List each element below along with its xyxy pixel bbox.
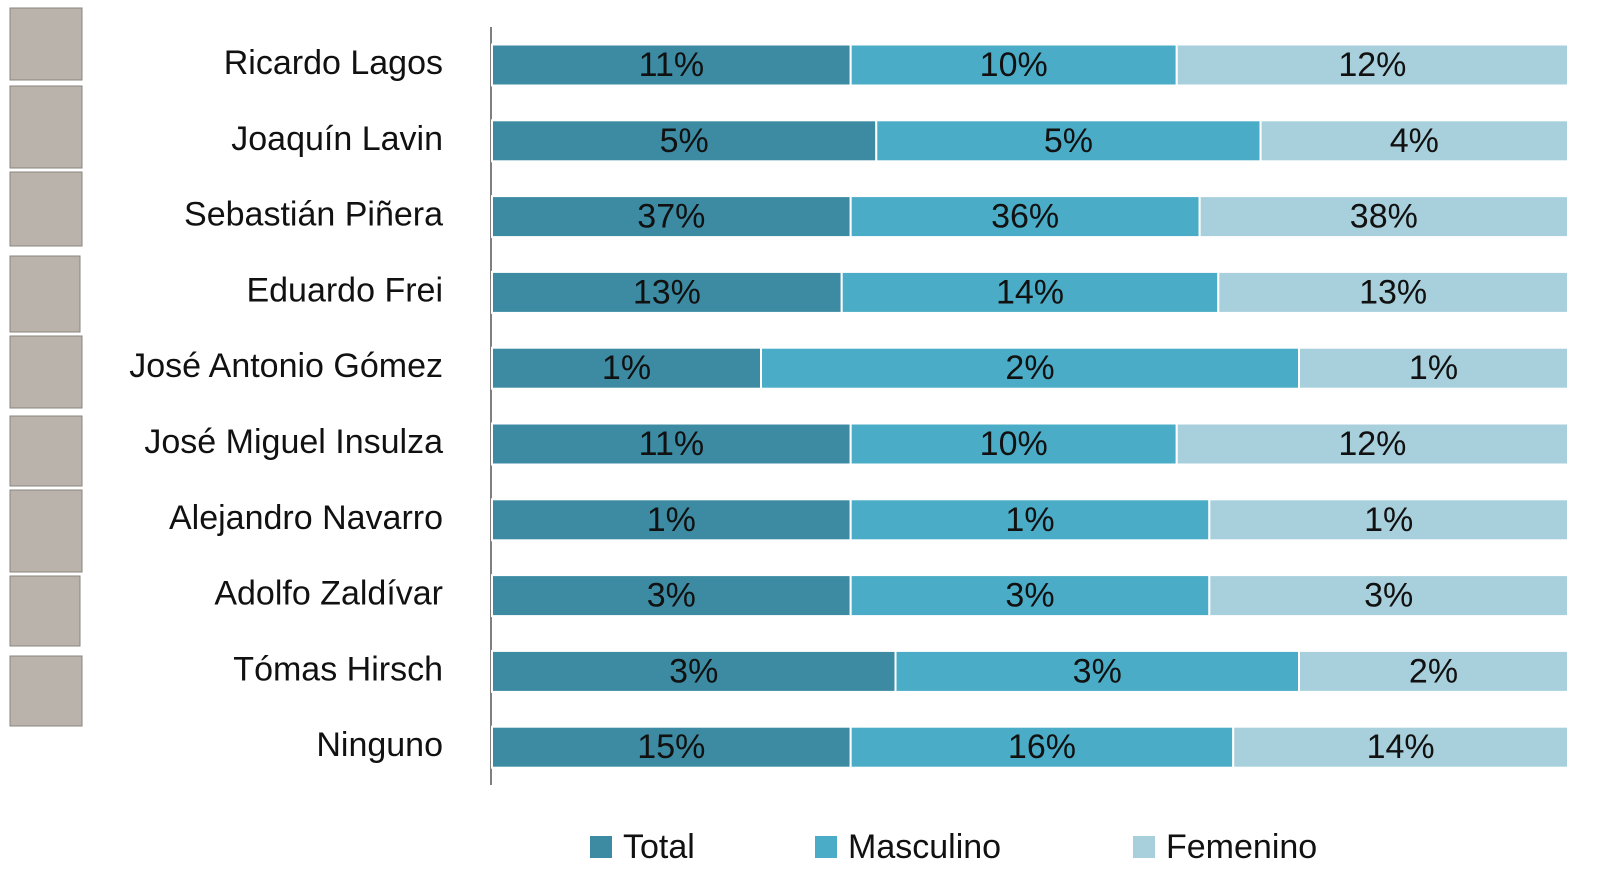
data-label: 5% xyxy=(660,122,709,160)
photo xyxy=(10,336,82,408)
data-label: 11% xyxy=(639,425,705,463)
data-label: 1% xyxy=(1005,501,1054,539)
data-label: 1% xyxy=(1409,349,1458,387)
photo xyxy=(10,172,82,246)
data-label: 2% xyxy=(1409,652,1458,690)
data-label: 3% xyxy=(647,577,696,615)
category-label: Joaquín Lavin xyxy=(231,120,443,158)
legend-label: Masculino xyxy=(848,828,1001,866)
category-label: Ricardo Lagos xyxy=(224,44,443,82)
data-label: 15% xyxy=(637,728,705,766)
photo xyxy=(10,576,80,646)
photo xyxy=(10,8,82,80)
photo xyxy=(10,86,82,168)
data-label: 3% xyxy=(1364,577,1413,615)
category-label: José Miguel Insulza xyxy=(144,423,443,461)
data-label: 12% xyxy=(1338,46,1406,84)
photo xyxy=(10,416,82,486)
data-label: 3% xyxy=(669,652,718,690)
data-label: 38% xyxy=(1350,198,1418,236)
data-label: 1% xyxy=(647,501,696,539)
data-label: 13% xyxy=(633,273,701,311)
photo xyxy=(10,256,80,332)
data-label: 4% xyxy=(1390,122,1439,160)
data-label: 14% xyxy=(1367,728,1435,766)
category-label: Alejandro Navarro xyxy=(169,499,443,537)
data-label: 1% xyxy=(602,349,651,387)
category-label: Tómas Hirsch xyxy=(233,650,443,688)
legend-swatch xyxy=(590,836,612,858)
category-label: Eduardo Frei xyxy=(246,271,443,309)
data-label: 1% xyxy=(1364,501,1413,539)
photo xyxy=(10,656,82,726)
category-label: Adolfo Zaldívar xyxy=(214,575,443,613)
data-label: 16% xyxy=(1008,728,1076,766)
photo xyxy=(10,490,82,572)
data-label: 12% xyxy=(1338,425,1406,463)
data-label: 2% xyxy=(1005,349,1054,387)
data-label: 10% xyxy=(980,425,1048,463)
data-label: 10% xyxy=(980,46,1048,84)
photos xyxy=(10,8,82,726)
data-label: 5% xyxy=(1044,122,1093,160)
data-label: 13% xyxy=(1359,273,1427,311)
category-label: Ninguno xyxy=(316,726,443,764)
data-label: 3% xyxy=(1073,652,1122,690)
data-label: 14% xyxy=(996,273,1064,311)
legend-swatch xyxy=(815,836,837,858)
legend-swatch xyxy=(1133,836,1155,858)
legend-label: Femenino xyxy=(1166,828,1317,866)
data-label: 37% xyxy=(637,198,705,236)
legend-label: Total xyxy=(623,828,695,866)
data-label: 3% xyxy=(1005,577,1054,615)
data-label: 11% xyxy=(639,46,705,84)
data-label: 36% xyxy=(991,198,1059,236)
category-label: José Antonio Gómez xyxy=(129,347,443,385)
chart: Ricardo Lagos 11% 10% 12% Joaquín Lavin 5% 5% 4… xyxy=(0,0,1619,889)
category-label: Sebastián Piñera xyxy=(184,196,443,234)
